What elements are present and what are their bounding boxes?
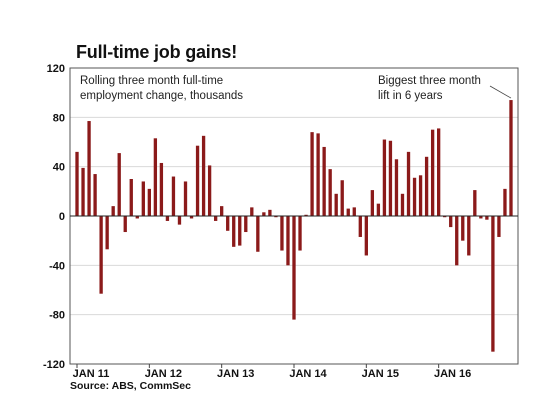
bar xyxy=(135,216,139,219)
x-tick-label: JAN 13 xyxy=(217,368,254,380)
bar xyxy=(437,128,441,216)
bar xyxy=(105,216,109,250)
y-axis-ticks: 120 80 40 0 -40 -80 -120 xyxy=(43,63,65,371)
annotation-left-line: employment change, thousands xyxy=(80,90,243,102)
source-note: Source: ABS, CommSec xyxy=(70,380,191,392)
bar xyxy=(165,216,170,221)
bar xyxy=(93,174,97,216)
bar xyxy=(286,216,290,266)
annotations: Rolling three month full-time employment … xyxy=(80,75,481,102)
bar xyxy=(81,167,85,216)
bar xyxy=(256,216,260,252)
bar xyxy=(382,139,387,216)
bar xyxy=(123,216,127,233)
bar xyxy=(388,140,393,216)
bar xyxy=(189,216,194,219)
bar xyxy=(159,162,164,216)
bar xyxy=(461,216,465,241)
y-tick-label: 80 xyxy=(53,112,65,124)
bar xyxy=(364,216,368,256)
chart-title: Full-time job gains! xyxy=(76,42,237,62)
bar xyxy=(177,216,182,225)
bar xyxy=(479,216,483,219)
y-tick-label: 120 xyxy=(47,63,65,75)
x-tick-label: JAN 16 xyxy=(434,368,471,380)
bar xyxy=(485,216,489,220)
bar xyxy=(99,216,103,294)
bar xyxy=(238,216,242,246)
bar xyxy=(111,206,115,216)
bar xyxy=(274,216,278,218)
bar xyxy=(207,165,212,216)
bar xyxy=(370,190,375,216)
bar xyxy=(280,216,284,251)
x-tick-label: JAN 12 xyxy=(145,368,182,380)
x-tick-label: JAN 11 xyxy=(73,368,110,380)
bar xyxy=(183,181,188,216)
bar xyxy=(153,138,158,216)
bar xyxy=(376,203,381,216)
bar xyxy=(226,216,230,231)
bar xyxy=(412,177,417,216)
bar xyxy=(424,156,429,216)
y-tick-label: -40 xyxy=(49,260,65,272)
bars xyxy=(75,100,513,352)
bar xyxy=(220,206,224,216)
bar xyxy=(400,193,405,216)
x-tick-label: JAN 15 xyxy=(362,368,399,380)
bar xyxy=(87,121,91,216)
y-tick-label: 40 xyxy=(53,162,65,174)
bar xyxy=(310,132,314,216)
bar xyxy=(141,181,145,216)
bar xyxy=(298,216,302,251)
bar xyxy=(455,216,459,266)
bar xyxy=(430,129,435,216)
bar xyxy=(406,151,411,216)
bar xyxy=(346,208,350,216)
bar xyxy=(117,153,121,216)
bar xyxy=(497,216,501,237)
bar xyxy=(491,216,495,352)
bar xyxy=(352,207,356,216)
bar xyxy=(147,188,151,216)
bar xyxy=(195,145,200,216)
bar xyxy=(213,216,218,221)
bar xyxy=(443,216,447,218)
bar xyxy=(75,151,79,216)
bar xyxy=(358,216,362,237)
y-tick-label: -80 xyxy=(49,310,65,322)
bar xyxy=(467,216,471,256)
x-tick-label: JAN 14 xyxy=(289,368,327,380)
bar xyxy=(334,193,338,216)
annotation-right-line: Biggest three month xyxy=(378,75,481,87)
bar xyxy=(262,212,266,216)
bar xyxy=(418,175,423,216)
bar xyxy=(129,179,133,216)
bar xyxy=(328,169,332,216)
bar xyxy=(322,146,326,216)
annotation-right-line: lift in 6 years xyxy=(378,90,443,102)
bar xyxy=(201,135,206,216)
bar xyxy=(394,159,399,216)
bar xyxy=(509,100,513,216)
bar xyxy=(250,207,254,216)
annotation-left-line: Rolling three month full-time xyxy=(80,75,223,87)
y-tick-label: 0 xyxy=(59,211,65,223)
bar xyxy=(340,180,344,216)
annotation-pointer xyxy=(489,85,512,99)
bar xyxy=(244,216,248,233)
bar xyxy=(449,216,453,228)
bar xyxy=(316,133,320,216)
bar xyxy=(268,209,272,216)
bar xyxy=(292,216,296,320)
bar xyxy=(473,190,477,216)
bar xyxy=(232,216,236,247)
bar xyxy=(304,214,308,216)
bar xyxy=(171,176,176,216)
bar xyxy=(503,188,507,216)
x-axis-ticks: JAN 11 JAN 12 JAN 13 JAN 14 JAN 15 JAN 16 xyxy=(73,364,471,380)
y-tick-label: -120 xyxy=(43,359,65,371)
